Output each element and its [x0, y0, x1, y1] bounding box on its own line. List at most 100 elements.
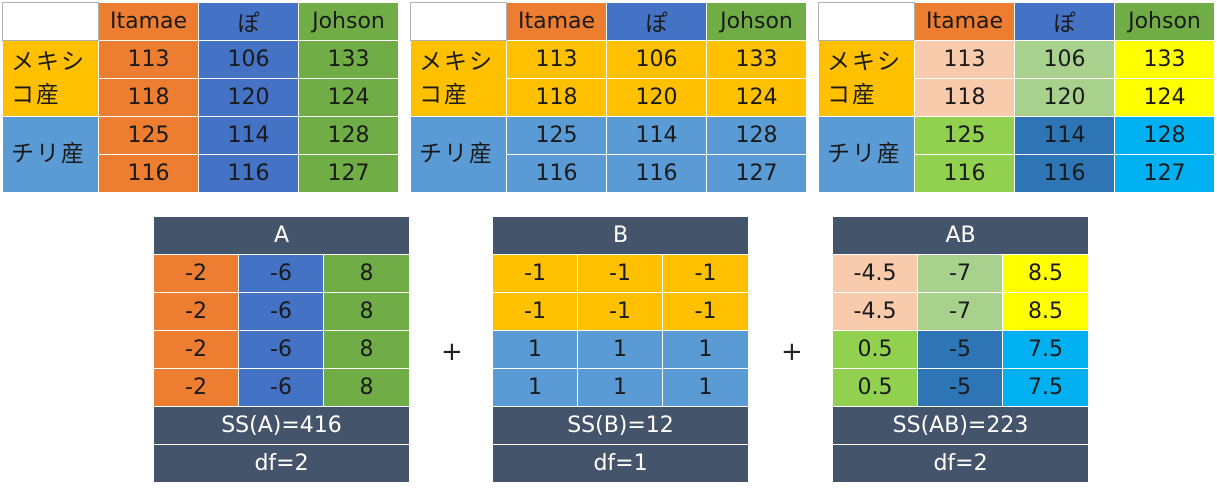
cell: 127 — [706, 154, 807, 193]
ss-value: SS(A)=416 — [152, 406, 411, 445]
cell: 8.5 — [1001, 292, 1090, 331]
cell: -1 — [661, 254, 750, 293]
cell: 116 — [606, 154, 707, 193]
cell: -2 — [153, 330, 239, 369]
cell: 125 — [914, 116, 1015, 155]
cell: -2 — [153, 292, 239, 331]
cell: 8.5 — [1001, 254, 1090, 293]
header-johson: Johson — [1114, 2, 1215, 41]
cell: -2 — [153, 368, 239, 407]
cell: 133 — [1114, 40, 1215, 79]
cell: 106 — [606, 40, 707, 79]
cell: 106 — [1014, 40, 1115, 79]
cell: -5 — [917, 330, 1003, 369]
header-itamae: Itamae — [506, 2, 607, 41]
row-label-mexico: メキシコ産 — [410, 40, 507, 117]
row-label-mexico: メキシコ産 — [818, 40, 915, 117]
cell: -1 — [492, 292, 578, 331]
cell: 116 — [914, 154, 1015, 193]
table-title: AB — [831, 216, 1090, 255]
cell: 1 — [661, 368, 750, 407]
ss-value: SS(AB)=223 — [831, 406, 1090, 445]
corner-cell — [818, 2, 915, 41]
df-value: df=2 — [831, 444, 1090, 483]
cell: 0.5 — [832, 330, 918, 369]
cell: 125 — [98, 116, 199, 155]
cell: -1 — [661, 292, 750, 331]
top-table-2: Itamae ぽ Johson メキシコ産 113 106 133 118 12… — [410, 2, 807, 193]
header-po: ぽ — [198, 2, 299, 41]
cell: 116 — [506, 154, 607, 193]
cell: -6 — [238, 330, 324, 369]
cell: 116 — [1014, 154, 1115, 193]
header-johson: Johson — [298, 2, 399, 41]
cell: -7 — [917, 254, 1003, 293]
cell: 127 — [298, 154, 399, 193]
cell: 8 — [322, 292, 411, 331]
header-johson: Johson — [706, 2, 807, 41]
cell: -4.5 — [832, 292, 918, 331]
cell: 120 — [1014, 78, 1115, 117]
cell: 124 — [298, 78, 399, 117]
row-label-chile: チリ産 — [2, 116, 99, 193]
cell: 120 — [198, 78, 299, 117]
table-title: B — [491, 216, 750, 255]
cell: 8 — [322, 330, 411, 369]
cell: 1 — [492, 368, 578, 407]
cell: 124 — [706, 78, 807, 117]
cell: 113 — [914, 40, 1015, 79]
df-value: df=1 — [491, 444, 750, 483]
cell: 106 — [198, 40, 299, 79]
cell: 113 — [506, 40, 607, 79]
cell: 118 — [98, 78, 199, 117]
cell: -6 — [238, 368, 324, 407]
cell: -5 — [917, 368, 1003, 407]
cell: 114 — [606, 116, 707, 155]
cell: 114 — [198, 116, 299, 155]
cell: 133 — [706, 40, 807, 79]
cell: -6 — [238, 292, 324, 331]
cell: 1 — [661, 330, 750, 369]
header-itamae: Itamae — [98, 2, 199, 41]
top-table-1: Itamae ぽ Johson メキシコ産 113 106 133 118 12… — [2, 2, 399, 193]
row-label-chile: チリ産 — [410, 116, 507, 193]
cell: 8 — [322, 368, 411, 407]
cell: -1 — [492, 254, 578, 293]
header-po: ぽ — [1014, 2, 1115, 41]
cell: 118 — [914, 78, 1015, 117]
corner-cell — [410, 2, 507, 41]
cell: 7.5 — [1001, 330, 1090, 369]
row-label-mexico: メキシコ産 — [2, 40, 99, 117]
corner-cell — [2, 2, 99, 41]
cell: 133 — [298, 40, 399, 79]
bottom-table-ab: AB -4.5 -7 8.5 -4.5 -7 8.5 0.5 -5 7.5 0.… — [831, 216, 1090, 483]
cell: -6 — [238, 254, 324, 293]
cell: 0.5 — [832, 368, 918, 407]
ss-value: SS(B)=12 — [491, 406, 750, 445]
plus-operator: + — [441, 337, 463, 367]
cell: -1 — [577, 254, 663, 293]
plus-operator: + — [781, 337, 803, 367]
cell: -4.5 — [832, 254, 918, 293]
cell: -2 — [153, 254, 239, 293]
cell: 125 — [506, 116, 607, 155]
header-itamae: Itamae — [914, 2, 1015, 41]
cell: 128 — [298, 116, 399, 155]
cell: 1 — [492, 330, 578, 369]
bottom-table-b: B -1 -1 -1 -1 -1 -1 1 1 1 1 1 1 SS(B)=12… — [491, 216, 750, 483]
cell: -7 — [917, 292, 1003, 331]
header-po: ぽ — [606, 2, 707, 41]
cell: -1 — [577, 292, 663, 331]
cell: 7.5 — [1001, 368, 1090, 407]
cell: 116 — [98, 154, 199, 193]
cell: 118 — [506, 78, 607, 117]
cell: 114 — [1014, 116, 1115, 155]
cell: 1 — [577, 368, 663, 407]
table-title: A — [152, 216, 411, 255]
cell: 1 — [577, 330, 663, 369]
row-label-chile: チリ産 — [818, 116, 915, 193]
cell: 128 — [706, 116, 807, 155]
top-table-3: Itamae ぽ Johson メキシコ産 113 106 133 118 12… — [818, 2, 1215, 193]
df-value: df=2 — [152, 444, 411, 483]
cell: 127 — [1114, 154, 1215, 193]
